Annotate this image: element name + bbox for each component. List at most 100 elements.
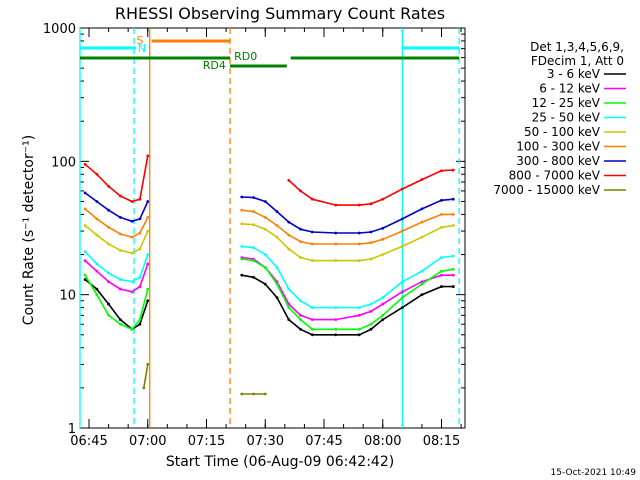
data-point (310, 259, 314, 263)
data-point (440, 273, 443, 277)
data-point (240, 392, 244, 396)
y-axis: 1 10 100 1000 (43, 22, 465, 437)
data-point (130, 280, 134, 284)
data-point (451, 168, 455, 172)
data-point (451, 224, 455, 227)
data-point (287, 220, 291, 224)
data-point (107, 313, 110, 317)
data-point (252, 275, 255, 279)
data-point (287, 178, 291, 182)
data-point (118, 318, 122, 322)
data-point (146, 287, 150, 291)
data-point (275, 296, 279, 300)
data-point (83, 278, 87, 281)
data-point (138, 318, 142, 322)
y-tick-label: 100 (51, 155, 76, 170)
data-point (263, 282, 267, 286)
data-point (357, 333, 361, 337)
data-point (130, 200, 134, 203)
x-tick-label: 08:15 (423, 434, 460, 449)
data-point (400, 187, 404, 191)
data-point (138, 231, 142, 235)
decimation-label-rd4: RD4 (203, 59, 226, 72)
data-point (138, 275, 142, 279)
data-point (381, 296, 385, 300)
data-point (381, 237, 385, 241)
data-point (369, 309, 373, 313)
x-axis-label: Start Time (06-Aug-09 06:42:42) (166, 454, 394, 470)
data-point (310, 306, 314, 309)
data-point (263, 227, 267, 231)
data-point (357, 327, 361, 331)
data-point (310, 230, 314, 234)
data-point (400, 245, 404, 248)
data-point (240, 222, 244, 226)
data-point (107, 208, 110, 212)
data-point (146, 229, 150, 233)
data-point (287, 287, 291, 291)
data-point (299, 227, 302, 231)
data-point (381, 313, 385, 317)
data-point (299, 256, 302, 259)
data-point (107, 280, 110, 284)
data-point (252, 392, 255, 396)
data-point (146, 215, 150, 219)
legend-label: 12 - 25 keV (532, 96, 601, 110)
y-tick-label: 1 (68, 422, 76, 437)
data-point (357, 231, 361, 235)
data-point (142, 386, 146, 390)
data-point (146, 200, 150, 203)
data-point (95, 269, 99, 273)
data-point (310, 242, 314, 246)
data-point (263, 392, 267, 396)
data-point (107, 302, 110, 306)
data-point (118, 215, 122, 219)
data-point (381, 197, 385, 201)
data-point (299, 327, 302, 331)
data-point (263, 215, 267, 219)
data-point (252, 223, 255, 227)
data-point (83, 224, 87, 227)
data-point (420, 269, 424, 273)
data-point (83, 191, 87, 195)
data-point (357, 203, 361, 207)
data-point (420, 207, 424, 211)
data-point (334, 306, 338, 309)
data-point (334, 242, 338, 246)
data-point (451, 267, 455, 271)
data-point (310, 197, 314, 201)
data-point (95, 217, 99, 221)
data-point (83, 259, 87, 263)
series-line-7 (84, 155, 454, 206)
legend-label: 50 - 100 keV (524, 125, 601, 139)
data-point (334, 259, 338, 263)
legend-header: FDecim 1, Att 0 (531, 54, 624, 68)
data-point (252, 196, 255, 199)
data-point (310, 327, 314, 331)
data-point (400, 229, 404, 233)
data-point (146, 299, 150, 303)
data-point (451, 285, 455, 288)
data-point (440, 256, 443, 259)
decimation-label-rd0: RD0 (234, 50, 257, 63)
data-point (118, 194, 122, 198)
state-labels: SN RD4 RD0 (136, 34, 257, 72)
series-line-4 (84, 223, 454, 262)
data-point (138, 217, 142, 221)
y-tick-label: 1000 (43, 22, 76, 37)
data-point (451, 273, 455, 277)
data-point (334, 327, 338, 331)
data-point (130, 327, 134, 331)
x-tick-label: 07:30 (247, 434, 284, 449)
legend-label: 25 - 50 keV (532, 111, 601, 125)
data-point (451, 254, 455, 258)
data-point (440, 169, 443, 173)
data-point (440, 212, 443, 216)
data-point (275, 282, 279, 286)
data-point (299, 299, 302, 303)
data-point (400, 280, 404, 284)
data-point (381, 253, 385, 256)
data-point (275, 210, 279, 213)
data-point (400, 290, 404, 294)
